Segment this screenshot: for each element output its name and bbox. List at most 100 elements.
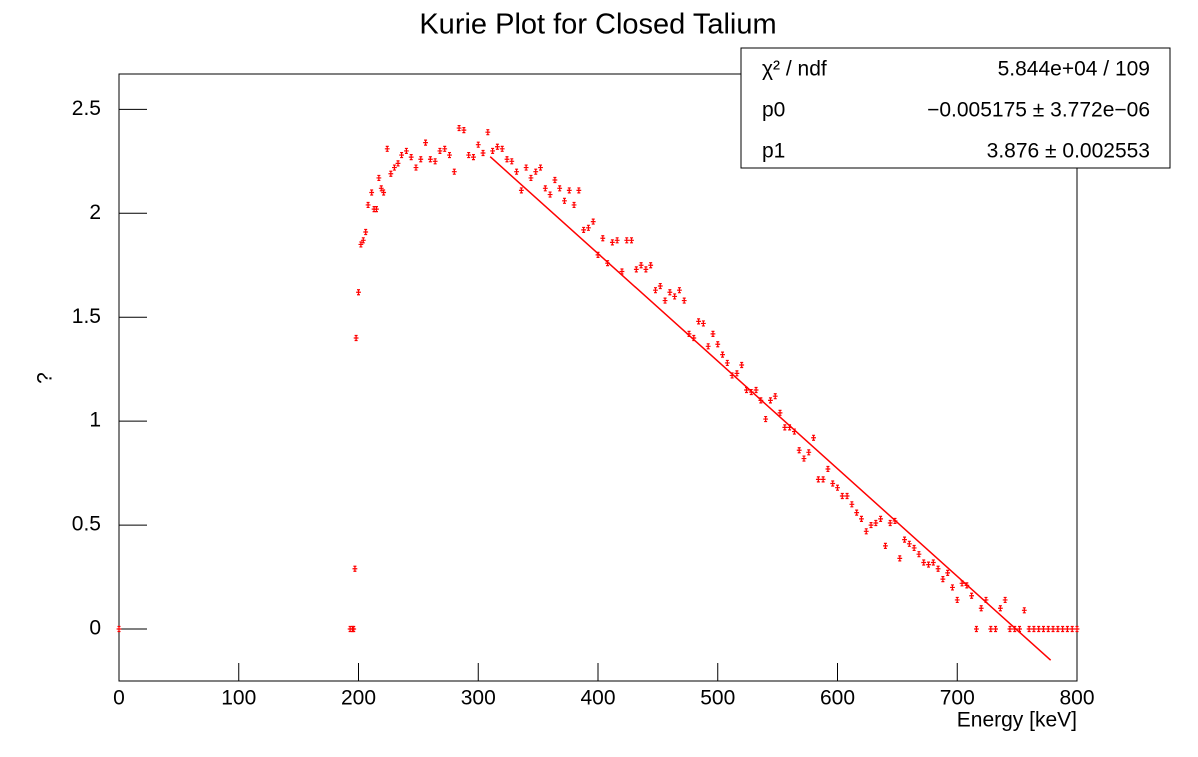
data-point — [1069, 625, 1075, 633]
data-point — [1026, 625, 1032, 633]
data-point — [854, 509, 860, 516]
data-point — [408, 154, 414, 161]
data-point — [897, 555, 903, 562]
data-point — [562, 197, 567, 204]
data-point — [921, 559, 927, 566]
data-point — [633, 266, 639, 273]
x-tick-label: 0 — [113, 687, 125, 710]
data-point — [557, 185, 563, 192]
data-point — [887, 519, 893, 527]
data-point — [1017, 625, 1022, 633]
data-point — [950, 584, 955, 591]
data-point — [456, 124, 462, 132]
data-point — [859, 515, 864, 522]
data-point — [710, 330, 716, 337]
data-point — [528, 174, 534, 182]
data-point — [734, 370, 740, 377]
data-point — [777, 409, 783, 416]
y-tick-label: 1 — [89, 409, 101, 432]
data-point — [1041, 625, 1046, 633]
data-point — [638, 262, 644, 269]
stats-value: 3.876 ± 0.002553 — [987, 140, 1150, 163]
data-point — [906, 540, 912, 547]
data-point — [353, 334, 359, 342]
y-axis-label: ? — [34, 372, 57, 384]
data-point — [811, 434, 816, 441]
data-point — [600, 235, 606, 242]
data-point — [475, 141, 481, 148]
data-point — [624, 237, 630, 244]
data-point — [643, 266, 649, 273]
data-point — [538, 164, 543, 171]
data-point — [662, 297, 668, 304]
data-point — [392, 164, 397, 171]
data-point — [432, 158, 438, 165]
stats-box — [740, 47, 1171, 169]
data-point — [523, 164, 529, 171]
stats-value: −0.005175 ± 3.772e−06 — [927, 99, 1150, 122]
data-point — [672, 293, 678, 300]
data-point — [451, 168, 457, 175]
y-tick-label: 0 — [89, 617, 101, 640]
data-point — [768, 397, 773, 404]
data-point — [911, 544, 917, 552]
data-point — [533, 168, 539, 175]
data-point — [983, 596, 989, 604]
data-point — [700, 320, 706, 327]
data-point — [356, 289, 361, 296]
data-point — [926, 561, 931, 568]
data-point — [369, 189, 375, 196]
x-axis-label: Energy [keV] — [957, 709, 1077, 732]
data-point — [542, 185, 548, 192]
data-point — [878, 515, 884, 522]
data-point — [806, 449, 812, 456]
data-point — [358, 241, 364, 248]
data-point — [1050, 625, 1056, 633]
data-point — [753, 386, 759, 394]
data-point — [1021, 607, 1027, 614]
data-point — [796, 447, 802, 454]
data-point — [581, 226, 587, 234]
data-point — [677, 287, 682, 294]
y-tick-label: 1.5 — [72, 305, 101, 328]
data-point — [988, 625, 994, 633]
stats-label: χ² / ndf — [762, 58, 827, 81]
data-point — [116, 625, 122, 633]
data-point — [1002, 596, 1008, 604]
data-point — [820, 476, 826, 483]
data-point — [360, 237, 366, 244]
x-tick-label: 200 — [341, 687, 376, 710]
y-tick-label: 0.5 — [72, 513, 101, 536]
x-tick-label: 500 — [700, 687, 735, 710]
data-point — [427, 156, 433, 163]
data-point — [619, 268, 625, 275]
data-point — [772, 393, 778, 400]
data-point — [815, 476, 821, 483]
data-point — [787, 424, 792, 431]
data-point — [1065, 625, 1070, 633]
chart-title: Kurie Plot for Closed Talium — [419, 9, 776, 41]
data-point — [595, 251, 601, 258]
x-tick-label: 700 — [940, 687, 975, 710]
data-point — [423, 139, 428, 146]
data-point — [715, 341, 721, 348]
data-point — [378, 185, 384, 192]
data-point — [404, 147, 409, 155]
data-point — [720, 351, 725, 358]
x-tick-label: 600 — [820, 687, 855, 710]
data-point — [576, 187, 582, 194]
data-point — [883, 542, 888, 549]
data-point — [1036, 625, 1042, 633]
data-point — [930, 559, 936, 566]
data-point — [681, 297, 687, 304]
data-point — [691, 334, 697, 342]
data-point — [763, 415, 769, 423]
data-point — [1074, 625, 1080, 633]
data-point — [744, 386, 749, 394]
data-point — [480, 149, 486, 157]
data-point — [381, 189, 387, 196]
data-point — [916, 551, 922, 558]
data-point — [399, 151, 405, 159]
data-point — [959, 580, 965, 587]
